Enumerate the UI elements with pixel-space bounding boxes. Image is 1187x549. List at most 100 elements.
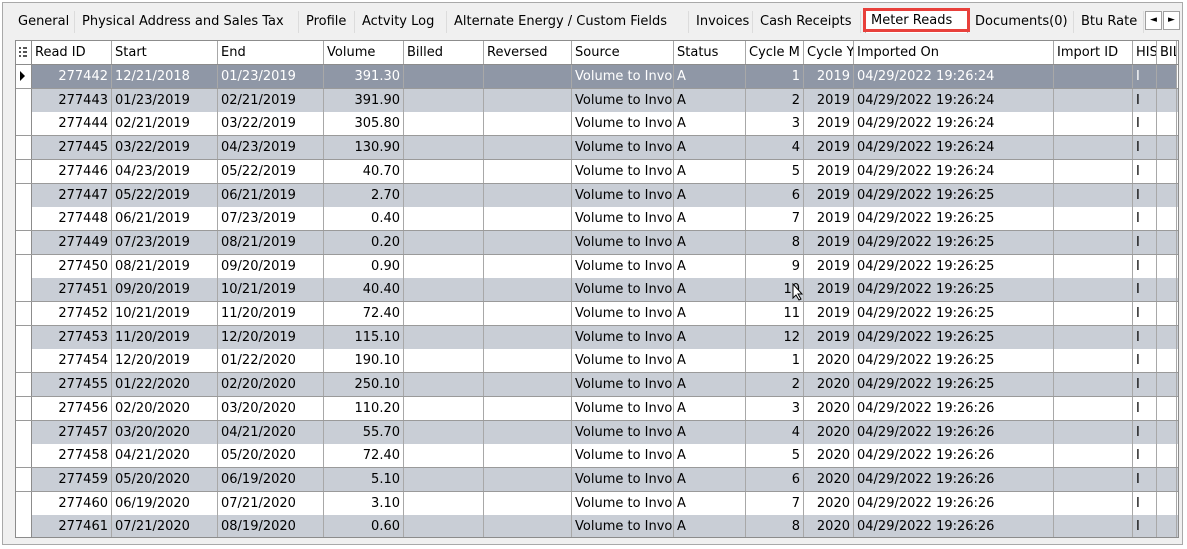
cell-end[interactable]: 10/21/2019 [218, 278, 324, 302]
cell-reversed[interactable] [484, 278, 572, 302]
cell-cycle-y[interactable]: 2019 [804, 112, 854, 136]
cell-start[interactable]: 07/23/2019 [112, 230, 218, 254]
cell-source[interactable]: Volume to Invoice [572, 65, 674, 88]
cell-billed[interactable] [404, 515, 484, 537]
cell-his[interactable]: I [1133, 302, 1157, 325]
cell-end[interactable]: 03/22/2019 [218, 112, 324, 136]
cell-bil[interactable] [1157, 491, 1177, 515]
cell-cycle-m[interactable]: 6 [746, 183, 804, 207]
cell-reversed[interactable] [484, 302, 572, 325]
cell-billed[interactable] [404, 112, 484, 136]
table-row[interactable]: 277443 01/23/2019 02/21/2019 391.90 Volume t… [16, 88, 1178, 113]
cell-imported-on[interactable]: 04/29/2022 19:26:26 [854, 396, 1054, 420]
cell-import-id[interactable] [1054, 136, 1133, 160]
cell-source[interactable]: Volume to Invoice [572, 230, 674, 254]
table-row[interactable]: 277455 01/22/2020 02/20/2020 250.10 Volume t… [16, 373, 1178, 398]
cell-cycle-y[interactable]: 2019 [804, 278, 854, 302]
cell-end[interactable]: 06/21/2019 [218, 183, 324, 207]
cell-imported-on[interactable]: 04/29/2022 19:26:24 [854, 159, 1054, 183]
cell-his[interactable]: I [1133, 88, 1157, 112]
cell-billed[interactable] [404, 207, 484, 231]
cell-reversed[interactable] [484, 515, 572, 537]
cell-reversed[interactable] [484, 230, 572, 254]
cell-status[interactable]: A [674, 373, 746, 397]
cell-cycle-y[interactable]: 2019 [804, 230, 854, 254]
cell-imported-on[interactable]: 04/29/2022 19:26:25 [854, 325, 1054, 349]
cell-bil[interactable] [1157, 420, 1177, 444]
cell-read-id[interactable]: 277451 [32, 278, 112, 302]
cell-source[interactable]: Volume to Invoice [572, 183, 674, 207]
cell-bil[interactable] [1157, 373, 1177, 397]
cell-imported-on[interactable]: 04/29/2022 19:26:24 [854, 112, 1054, 136]
cell-end[interactable]: 06/19/2020 [218, 467, 324, 491]
cell-volume[interactable]: 250.10 [324, 373, 404, 397]
tab-physical-address-and-sales-tax[interactable]: Physical Address and Sales Tax [77, 11, 299, 33]
column-header-end[interactable]: End [218, 41, 324, 64]
table-row[interactable]: 277450 08/21/2019 09/20/2019 0.90 Volume to … [16, 254, 1178, 279]
cell-reversed[interactable] [484, 183, 572, 207]
cell-reversed[interactable] [484, 136, 572, 160]
row-selector[interactable] [16, 254, 32, 278]
row-selector[interactable] [16, 396, 32, 420]
cell-start[interactable]: 03/22/2019 [112, 136, 218, 160]
cell-volume[interactable]: 0.90 [324, 254, 404, 278]
cell-reversed[interactable] [484, 159, 572, 183]
cell-bil[interactable] [1157, 254, 1177, 278]
cell-source[interactable]: Volume to Invoice [572, 491, 674, 515]
cell-volume[interactable]: 130.90 [324, 136, 404, 160]
cell-source[interactable]: Volume to Invoice [572, 467, 674, 491]
cell-end[interactable]: 08/21/2019 [218, 230, 324, 254]
cell-reversed[interactable] [484, 420, 572, 444]
cell-reversed[interactable] [484, 254, 572, 278]
cell-source[interactable]: Volume to Invoice [572, 325, 674, 349]
cell-start[interactable]: 10/21/2019 [112, 302, 218, 325]
cell-imported-on[interactable]: 04/29/2022 19:26:25 [854, 373, 1054, 397]
cell-read-id[interactable]: 277450 [32, 254, 112, 278]
row-selector[interactable] [16, 136, 32, 160]
cell-billed[interactable] [404, 420, 484, 444]
cell-volume[interactable]: 110.20 [324, 396, 404, 420]
table-row[interactable]: 277457 03/20/2020 04/21/2020 55.70 Volume to… [16, 420, 1178, 445]
cell-read-id[interactable]: 277442 [32, 65, 112, 88]
cell-cycle-y[interactable]: 2020 [804, 349, 854, 373]
cell-his[interactable]: I [1133, 491, 1157, 515]
cell-reversed[interactable] [484, 112, 572, 136]
cell-bil[interactable] [1157, 302, 1177, 325]
cell-end[interactable]: 01/22/2020 [218, 349, 324, 373]
cell-cycle-y[interactable]: 2020 [804, 467, 854, 491]
cell-read-id[interactable]: 277457 [32, 420, 112, 444]
cell-bil[interactable] [1157, 349, 1177, 373]
cell-imported-on[interactable]: 04/29/2022 19:26:26 [854, 491, 1054, 515]
cell-start[interactable]: 12/21/2018 [112, 65, 218, 88]
cell-billed[interactable] [404, 183, 484, 207]
cell-reversed[interactable] [484, 396, 572, 420]
table-row[interactable]: 277459 05/20/2020 06/19/2020 5.10 Volume to … [16, 467, 1178, 492]
cell-import-id[interactable] [1054, 254, 1133, 278]
cell-start[interactable]: 05/22/2019 [112, 183, 218, 207]
column-header-status[interactable]: Status [674, 41, 746, 64]
table-row[interactable]: 277461 07/21/2020 08/19/2020 0.60 Volume to … [16, 515, 1178, 537]
cell-cycle-m[interactable]: 3 [746, 112, 804, 136]
cell-cycle-y[interactable]: 2019 [804, 65, 854, 88]
cell-imported-on[interactable]: 04/29/2022 19:26:24 [854, 88, 1054, 112]
cell-import-id[interactable] [1054, 278, 1133, 302]
table-row[interactable]: 277447 05/22/2019 06/21/2019 2.70 Volume to … [16, 183, 1178, 208]
table-row[interactable]: 277453 11/20/2019 12/20/2019 115.10 Volume t… [16, 325, 1178, 350]
cell-end[interactable]: 04/21/2020 [218, 420, 324, 444]
cell-his[interactable]: I [1133, 65, 1157, 88]
cell-read-id[interactable]: 277455 [32, 373, 112, 397]
cell-start[interactable]: 04/23/2019 [112, 159, 218, 183]
cell-cycle-m[interactable]: 7 [746, 207, 804, 231]
cell-cycle-y[interactable]: 2019 [804, 302, 854, 325]
cell-his[interactable]: I [1133, 325, 1157, 349]
meter-reads-grid[interactable]: Read ID Start End Volume Billed Reversed Sourc… [15, 40, 1179, 538]
row-selector[interactable] [16, 325, 32, 349]
cell-import-id[interactable] [1054, 207, 1133, 231]
cell-source[interactable]: Volume to Invoice [572, 349, 674, 373]
table-row[interactable]: 277452 10/21/2019 11/20/2019 72.40 Volume to… [16, 302, 1178, 326]
cell-cycle-m[interactable]: 4 [746, 420, 804, 444]
cell-cycle-y[interactable]: 2019 [804, 207, 854, 231]
row-selector[interactable] [16, 230, 32, 254]
tab-cash-receipts[interactable]: Cash Receipts [755, 11, 861, 33]
table-row[interactable]: 277451 09/20/2019 10/21/2019 40.40 Volume to… [16, 278, 1178, 303]
